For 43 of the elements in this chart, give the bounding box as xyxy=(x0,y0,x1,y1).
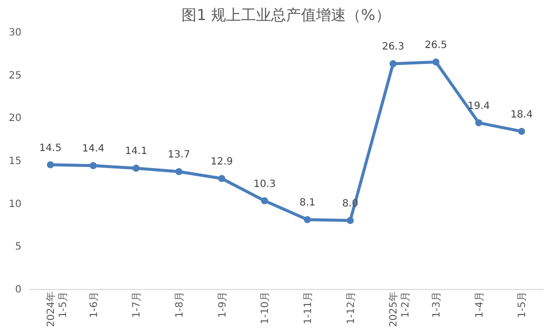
data-label: 14.1 xyxy=(124,146,148,158)
point xyxy=(90,162,97,170)
point xyxy=(390,60,397,68)
point xyxy=(432,58,440,66)
x-tick-label: 1-3月 xyxy=(431,292,442,318)
x-tick-label: 1-7月 xyxy=(132,292,143,318)
y-tick-label: 15 xyxy=(8,156,22,167)
y-tick-label: 0 xyxy=(15,284,22,296)
point xyxy=(304,216,311,224)
x-tick-label: 1-6月 xyxy=(88,292,100,318)
y-tick-label: 25 xyxy=(8,70,22,82)
x-tick-label: 1-11月 xyxy=(302,292,314,324)
point xyxy=(518,128,526,135)
data-label: 8.1 xyxy=(299,198,316,209)
data-label: 14.5 xyxy=(39,142,62,154)
x-tick-label: 1-4月 xyxy=(474,292,486,318)
x-tick-label: 1-8月 xyxy=(174,292,186,318)
x-tick-label: 1-12月 xyxy=(346,292,357,324)
y-tick-label: 10 xyxy=(8,198,22,210)
x-tick-label: 2025年 1-2月 xyxy=(388,292,412,327)
point xyxy=(132,164,140,172)
x-tick-label: 2024年 1-5月 xyxy=(44,292,69,327)
point xyxy=(261,197,268,204)
x-tick-label: 1-9月 xyxy=(217,292,228,318)
point xyxy=(46,161,54,168)
data-label: 13.7 xyxy=(168,150,190,161)
y-tick-label: 30 xyxy=(8,28,22,38)
data-label: 14.4 xyxy=(82,144,104,155)
data-label: 26.5 xyxy=(424,40,448,51)
point xyxy=(175,168,182,176)
x-tick-label: 1-10月 xyxy=(260,292,272,324)
data-label: 26.3 xyxy=(382,42,404,53)
data-label: 10.3 xyxy=(253,178,276,190)
y-tick-label: 20 xyxy=(8,113,22,124)
chart-title: 图1 规上工业总产值增速（%） xyxy=(182,6,390,24)
point xyxy=(218,174,226,182)
y-tick-label: 5 xyxy=(15,242,22,253)
data-label: 18.4 xyxy=(510,109,533,120)
data-label: 12.9 xyxy=(210,156,233,168)
point xyxy=(346,216,354,224)
x-tick-label: 1-5月 xyxy=(517,292,528,318)
point xyxy=(475,119,482,126)
data-label: 19.4 xyxy=(468,100,490,112)
